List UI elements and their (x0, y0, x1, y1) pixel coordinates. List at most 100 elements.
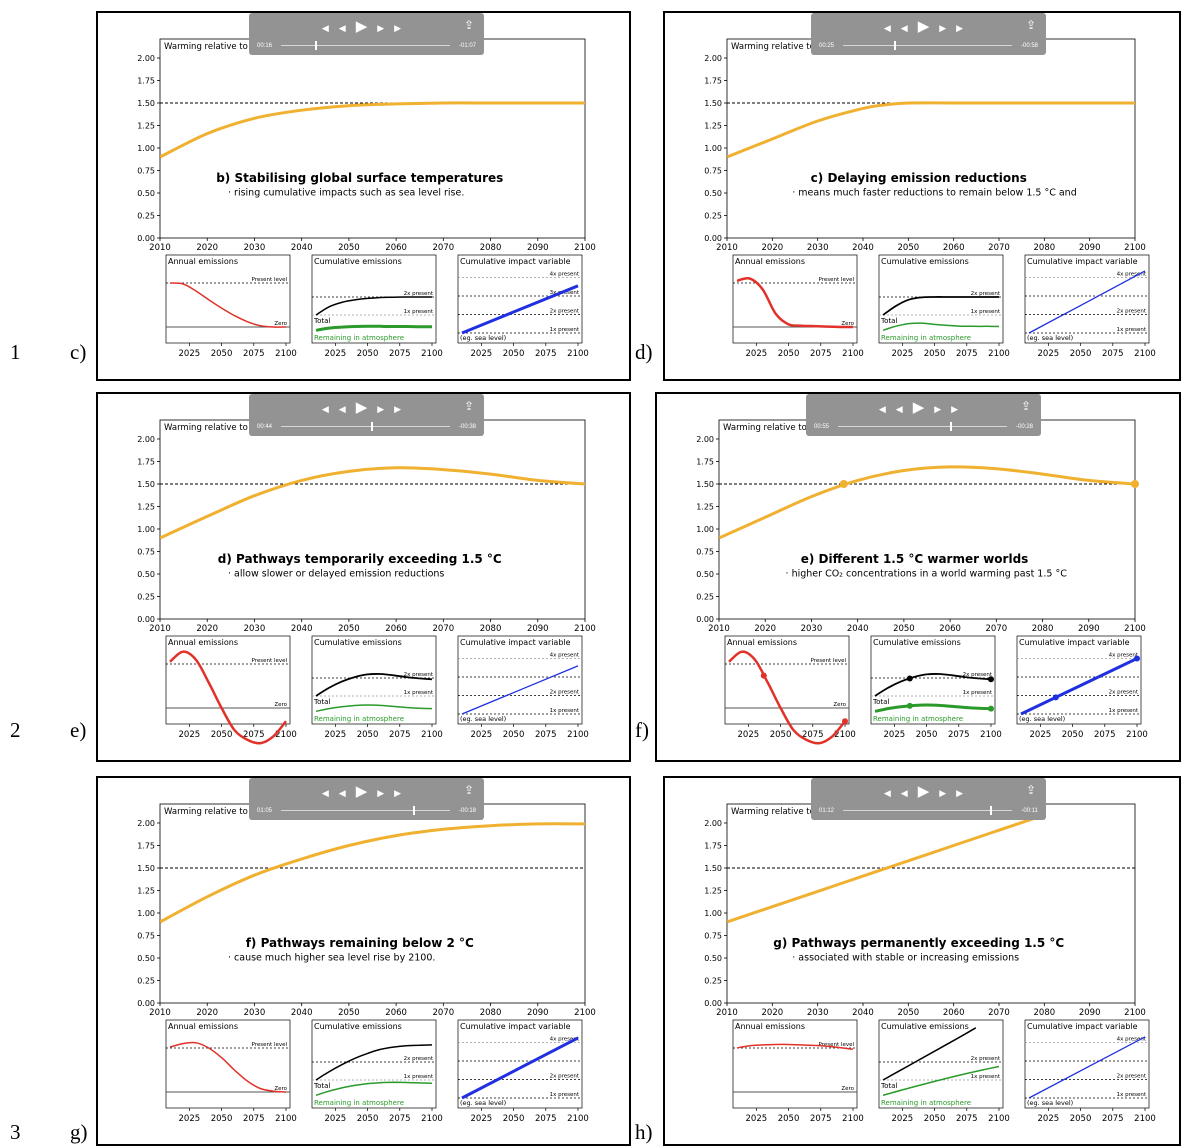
annual-emissions-curve (736, 276, 854, 329)
play-button[interactable]: ▶ (917, 783, 940, 800)
two-x-present-label: 2x present (1117, 1074, 1147, 1080)
main-plot: Warming relative to pre-industrial (°C)0… (137, 38, 596, 253)
fast-forward-button[interactable]: ▶▶ (377, 404, 412, 414)
x-tick-label: 2060 (385, 624, 407, 634)
play-button[interactable]: ▶ (912, 399, 935, 416)
y-tick-label: 1.75 (704, 77, 722, 86)
subplot-impact: 2025 2050 2075 2100 Cumulative impact variab… (457, 254, 589, 359)
subplot-x-tick-label: 2075 (956, 1114, 978, 1124)
play-button[interactable]: ▶ (355, 399, 378, 416)
share-icon[interactable]: ⇪ (463, 783, 474, 797)
progress-track[interactable] (281, 810, 450, 811)
progress-handle[interactable] (314, 41, 317, 50)
remaining-label: Remaining in atmosphere (314, 715, 404, 723)
x-tick-label: 2080 (1032, 624, 1054, 634)
rewind-button[interactable]: ◀◀ (321, 788, 356, 798)
rewind-button[interactable]: ◀◀ (883, 23, 918, 33)
play-button[interactable]: ▶ (917, 18, 940, 35)
subplot-cumulative: 2025 2050 2075 2100 Cumulative emissions 2x p… (311, 254, 443, 359)
cumulative-remaining-curve (882, 1065, 1000, 1097)
rewind-button[interactable]: ◀◀ (878, 404, 913, 414)
y-tick-label: 1.25 (704, 122, 722, 131)
play-button[interactable]: ▶ (355, 783, 378, 800)
media-player[interactable]: ◀◀▶▶▶ ⇪ 00:16 -01:07 (249, 13, 484, 55)
panel-label: h) (635, 1120, 653, 1144)
progress-handle[interactable] (893, 41, 896, 50)
chart-panel: Warming relative to pre-industrial (°C)0… (96, 11, 631, 381)
player-controls: ◀◀▶▶▶ (811, 17, 1046, 35)
x-tick-label: 2030 (807, 243, 829, 253)
progress-handle[interactable] (370, 422, 373, 431)
y-tick-label: 1.50 (704, 864, 722, 873)
fast-forward-button[interactable]: ▶▶ (939, 23, 974, 33)
progress-track[interactable] (281, 426, 450, 427)
subplot-title: Cumulative impact variable (460, 1022, 571, 1031)
subplot-x-tick-label: 2025 (1030, 730, 1052, 740)
subplot-x-tick-label: 2050 (211, 349, 233, 359)
progress-track[interactable] (843, 810, 1012, 811)
share-icon[interactable]: ⇪ (1020, 399, 1031, 413)
media-player[interactable]: ◀◀▶▶▶ ⇪ 01:12 -00:11 (811, 778, 1046, 820)
subplot-x-tick-label: 2100 (1126, 730, 1148, 740)
fast-forward-button[interactable]: ▶▶ (939, 788, 974, 798)
y-tick-label: 1.00 (696, 525, 714, 534)
one-x-present-label: 1x present (550, 1092, 580, 1098)
x-tick-label: 2050 (338, 243, 360, 253)
y-tick-label: 2.00 (704, 819, 722, 828)
fast-forward-button[interactable]: ▶▶ (377, 788, 412, 798)
rewind-button[interactable]: ◀◀ (883, 788, 918, 798)
cumulative-remaining-marker (988, 705, 994, 712)
media-player[interactable]: ◀◀▶▶▶ ⇪ 00:44 -00:38 (249, 394, 484, 436)
progress-handle[interactable] (412, 806, 415, 815)
fast-forward-button[interactable]: ▶▶ (934, 404, 969, 414)
media-player[interactable]: ◀◀▶▶▶ ⇪ 01:05 -00:18 (249, 778, 484, 820)
y-tick-label: 1.50 (696, 480, 714, 489)
present-level-label: Present level (819, 277, 855, 283)
share-icon[interactable]: ⇪ (463, 399, 474, 413)
subplot-frame (457, 635, 583, 725)
one-x-present-label: 1x present (971, 1074, 1001, 1080)
subplot-x-tick-label: 2050 (924, 349, 946, 359)
subplot-x-tick-label: 2075 (535, 730, 557, 740)
progress-track[interactable] (843, 45, 1012, 46)
play-button[interactable]: ▶ (355, 18, 378, 35)
one-x-present-label: 1x present (550, 327, 580, 333)
subplot-title: Annual emissions (168, 638, 238, 647)
y-tick-label: 1.25 (704, 887, 722, 896)
y-tick-label: 1.50 (137, 480, 155, 489)
chart-panel: Warming relative to pre-industrial (°C)0… (663, 11, 1181, 381)
progress-handle[interactable] (949, 422, 952, 431)
two-x-present-label: 2x present (404, 291, 434, 297)
rewind-button[interactable]: ◀◀ (321, 23, 356, 33)
progress-track[interactable] (838, 426, 1007, 427)
two-x-present-label: 2x present (550, 1074, 580, 1080)
scenario-subtitle: · rising cumulative impacts such as sea … (228, 188, 464, 199)
main-plot-frame (159, 803, 586, 1004)
x-tick-label: 2040 (291, 1008, 313, 1018)
total-label: Total (872, 698, 889, 706)
y-tick-label: 1.75 (137, 77, 155, 86)
y-tick-label: 1.00 (137, 525, 155, 534)
elapsed-time: 00:16 (257, 43, 273, 49)
media-player[interactable]: ◀◀▶▶▶ ⇪ 00:25 -00:58 (811, 13, 1046, 55)
progress-handle[interactable] (990, 806, 993, 815)
subplot-title: Annual emissions (168, 1022, 238, 1031)
share-icon[interactable]: ⇪ (1025, 18, 1036, 32)
one-x-present-label: 1x present (404, 309, 434, 315)
y-tick-label: 0.50 (137, 954, 155, 963)
subplot-x-tick-label: 2050 (770, 730, 792, 740)
share-icon[interactable]: ⇪ (1025, 783, 1036, 797)
media-player[interactable]: ◀◀▶▶▶ ⇪ 00:55 -00:28 (806, 394, 1041, 436)
share-icon[interactable]: ⇪ (463, 18, 474, 32)
fast-forward-button[interactable]: ▶▶ (377, 23, 412, 33)
y-tick-label: 1.75 (696, 458, 714, 467)
cumulative-remaining-curve (874, 703, 992, 713)
four-x-present-label: 4x present (1109, 653, 1139, 659)
rewind-button[interactable]: ◀◀ (321, 404, 356, 414)
subplot-annual: 2025 2050 2075 2100 Annual emissions Present … (165, 1019, 297, 1124)
x-tick-label: 2010 (716, 1008, 738, 1018)
chart-panel: Warming relative to pre-industrial (°C)0… (96, 392, 631, 762)
subplot-cumulative: 2025 2050 2075 2100 Cumulative emissions 2x p… (878, 254, 1010, 359)
impact-curve (461, 665, 579, 715)
progress-track[interactable] (281, 45, 450, 46)
